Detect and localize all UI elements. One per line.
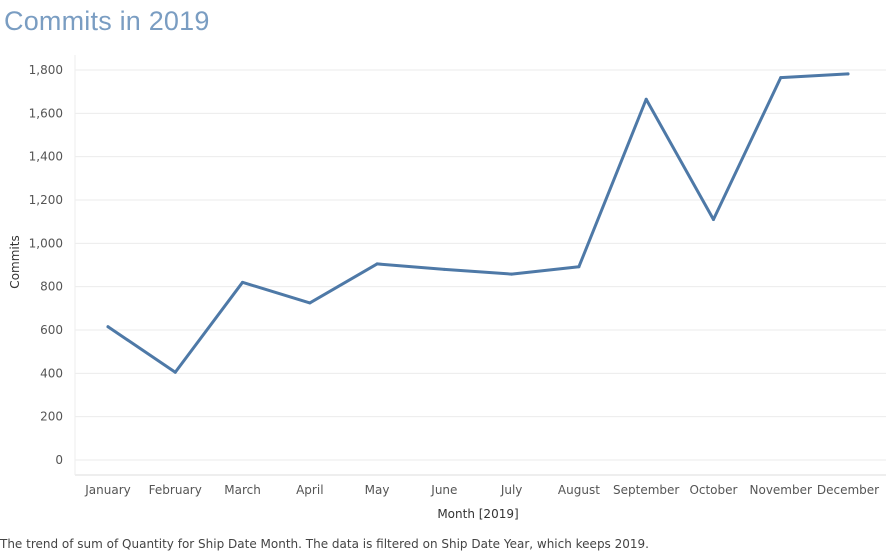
data-point — [173, 370, 177, 374]
y-tick-label: 1,200 — [29, 193, 63, 207]
y-tick-label: 0 — [55, 453, 63, 467]
data-point — [510, 272, 514, 276]
data-point — [241, 280, 245, 284]
y-tick-label: 200 — [40, 410, 63, 424]
x-tick-label: August — [558, 483, 600, 497]
data-point — [846, 72, 850, 76]
x-tick-label: December — [817, 483, 879, 497]
y-tick-label: 800 — [40, 280, 63, 294]
chart-plot: 0 200 400 600 800 1,000 1,200 1,400 1,600 1,800 J… — [8, 55, 886, 521]
y-tick-label: 1,800 — [29, 63, 63, 77]
x-tick-label: June — [430, 483, 457, 497]
x-tick-label: April — [296, 483, 323, 497]
x-tick-label: October — [689, 483, 737, 497]
x-tick-label: January — [84, 483, 131, 497]
data-point — [577, 265, 581, 269]
chart-title: Commits in 2019 — [4, 6, 210, 36]
data-point — [375, 262, 379, 266]
x-tick-label: July — [500, 483, 523, 497]
y-tick-label: 1,600 — [29, 106, 63, 120]
chart-caption: The trend of sum of Quantity for Ship Da… — [0, 537, 649, 551]
y-tick-label: 1,000 — [29, 236, 63, 250]
y-tick-label: 1,400 — [29, 150, 63, 164]
data-point — [779, 76, 783, 80]
x-tick-label: March — [224, 483, 261, 497]
x-tick-label: November — [750, 483, 812, 497]
x-tick-label: May — [365, 483, 390, 497]
data-point — [644, 97, 648, 101]
data-point — [442, 267, 446, 271]
y-tick-label: 400 — [40, 366, 63, 380]
x-axis-label: Month [2019] — [437, 507, 518, 521]
series-line — [106, 72, 850, 374]
data-point — [106, 325, 110, 329]
y-tick-label: 600 — [40, 323, 63, 337]
x-tick-label: February — [149, 483, 202, 497]
x-tick-label: September — [613, 483, 679, 497]
data-point — [711, 218, 715, 221]
y-axis-label: Commits — [8, 235, 22, 288]
data-point — [308, 301, 312, 305]
